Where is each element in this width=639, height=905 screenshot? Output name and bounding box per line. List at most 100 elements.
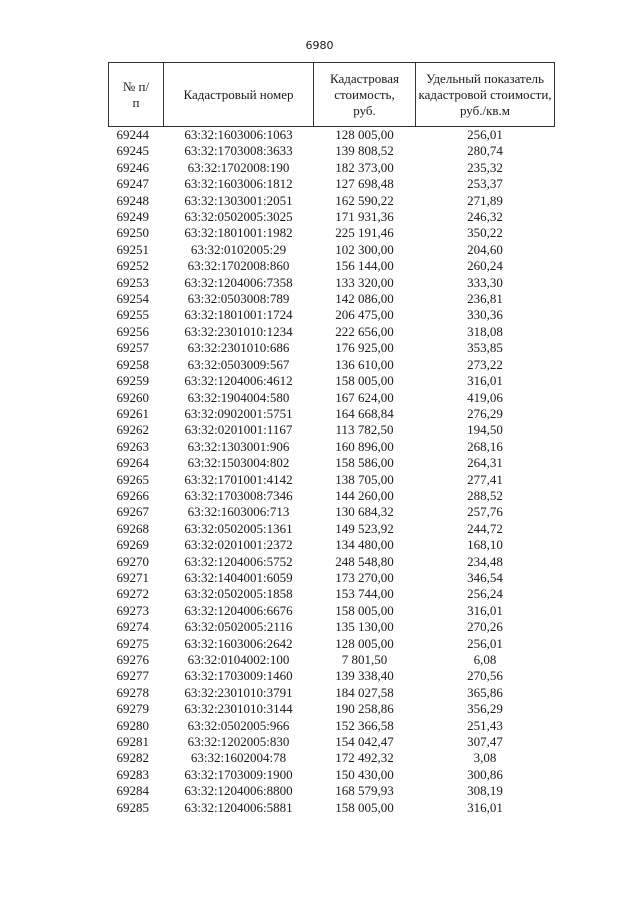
unit-value: 318,08 [467,323,503,339]
cadastral-number: 63:32:1603006:1063 [184,127,293,142]
row-index: 69275 [116,635,150,651]
table-row: 69261 63:32:0902001:5751 164 668,84 276,29 [109,406,555,422]
cadastral-number: 63:32:1801001:1724 [184,307,293,323]
table-row: 69244 63:32:1603006:1063 128 005,00 256,01 [109,127,555,144]
header-unit-value: Удельный показатель кадастровой стоимост… [415,62,555,127]
row-index: 69278 [116,684,150,700]
cadastral-number: 63:32:1703009:1460 [184,668,293,684]
cadastral-value: 182 373,00 [335,159,394,175]
unit-value: 330,36 [467,307,503,323]
table-row: 69256 63:32:2301010:1234 222 656,00 318,08 [109,324,555,340]
unit-value: 273,22 [467,356,503,372]
table-row: 69269 63:32:0201001:2372 134 480,00 168,10 [109,537,555,553]
table-row: 69282 63:32:1602004:78 172 492,32 3,08 [109,750,555,766]
unit-value: 168,10 [467,537,503,553]
unit-value: 256,01 [467,635,503,651]
unit-value: 308,19 [467,783,503,799]
cadastral-value: 176 925,00 [335,340,394,356]
table-row: 69273 63:32:1204006:6676 158 005,00 316,01 [109,603,555,619]
table-body: 69244 63:32:1603006:1063 128 005,00 256,01 6… [109,127,555,817]
row-index: 69251 [116,241,150,257]
cadastral-value: 102 300,00 [335,241,394,257]
cadastral-number: 63:32:1404001:6059 [184,569,293,585]
cadastral-value: 206 475,00 [335,307,394,323]
cadastral-number: 63:32:1602004:78 [190,750,287,766]
cadastral-value: 172 492,32 [335,750,394,766]
cadastral-number: 63:32:0502005:3025 [184,209,293,225]
row-index: 69282 [116,750,150,766]
table-row: 69278 63:32:2301010:3791 184 027,58 365,86 [109,685,555,701]
unit-value: 260,24 [467,258,503,274]
cadastral-number: 63:32:0503009:567 [187,356,290,372]
unit-value: 236,81 [467,291,503,307]
table-row: 69274 63:32:0502005:2116 135 130,00 270,26 [109,619,555,635]
row-index: 69262 [116,422,150,438]
header-cadastral-number: Кадастровый номер [163,62,314,127]
table-row: 69275 63:32:1603006:2642 128 005,00 256,01 [109,636,555,652]
cadastral-value: 248 548,80 [335,553,394,569]
row-index: 69261 [116,405,150,421]
table-row: 69284 63:32:1204006:8800 168 579,93 308,19 [109,783,555,799]
cadastral-number: 63:32:1702008:860 [187,258,290,274]
unit-value: 264,31 [467,455,503,471]
cadastral-number: 63:32:0502005:1858 [184,586,293,602]
unit-value: 251,43 [467,717,503,733]
cadastral-value: 158 005,00 [335,799,394,815]
row-index: 69276 [116,652,150,667]
unit-value: 204,60 [467,241,503,257]
row-index: 69257 [116,340,150,356]
cadastral-value: 135 130,00 [335,619,394,635]
table-row: 69272 63:32:0502005:1858 153 744,00 256,24 [109,586,555,602]
cadastral-value: 225 191,46 [335,225,394,241]
table-row: 69248 63:32:1303001:2051 162 590,22 271,89 [109,193,555,209]
unit-value: 346,54 [467,569,503,585]
table-header: № п/п Кадастровый номер Кадастровая стои… [108,62,555,127]
table-row: 69258 63:32:0503009:567 136 610,00 273,22 [109,357,555,373]
cadastral-value: 158 005,00 [335,602,394,618]
unit-value: 276,29 [467,405,503,421]
row-index: 69283 [116,766,150,782]
cadastral-number: 63:32:2301010:686 [187,340,290,356]
table-row: 69250 63:32:1801001:1982 225 191,46 350,22 [109,225,555,241]
unit-value: 235,32 [467,159,503,175]
table-row: 69271 63:32:1404001:6059 173 270,00 346,54 [109,570,555,586]
header-cadastral-value: Кадастровая стоимость, руб. [313,62,416,127]
row-index: 69249 [116,209,150,225]
cadastral-number: 63:32:0502005:2116 [184,619,293,635]
cadastral-value: 160 896,00 [335,438,394,454]
cadastral-number: 63:32:1702008:190 [187,159,290,175]
cadastral-number: 63:32:1204006:6676 [184,602,293,618]
row-index: 69269 [116,537,150,553]
row-index: 69280 [116,717,150,733]
unit-value: 316,01 [467,373,503,389]
unit-value: 6,08 [473,652,497,667]
unit-value: 271,89 [467,192,503,208]
row-index: 69273 [116,602,150,618]
unit-value: 333,30 [467,274,503,290]
table-row: 69255 63:32:1801001:1724 206 475,00 330,36 [109,307,555,323]
row-index: 69271 [116,569,150,585]
unit-value: 277,41 [467,471,503,487]
cadastral-number: 63:32:1202005:830 [187,734,290,750]
cadastral-number: 63:32:1703009:1900 [184,766,293,782]
cadastral-value: 138 705,00 [335,471,394,487]
cadastral-number: 63:32:1503004:802 [187,455,290,471]
row-index: 69258 [116,356,150,372]
unit-value: 356,29 [467,701,503,717]
cadastral-value: 184 027,58 [335,684,394,700]
row-index: 69270 [116,553,150,569]
unit-value: 257,76 [467,504,503,520]
row-index: 69252 [116,258,150,274]
unit-value: 194,50 [467,422,503,438]
cadastral-number: 63:32:1603006:2642 [184,635,293,651]
unit-value: 365,86 [467,684,503,700]
table-row: 69270 63:32:1204006:5752 248 548,80 234,48 [109,554,555,570]
cadastral-value: 7 801,50 [341,652,388,667]
unit-value: 244,72 [467,520,503,536]
cadastral-number: 63:32:1303001:2051 [184,192,293,208]
row-index: 69244 [116,127,150,142]
row-index: 69267 [116,504,150,520]
cadastral-value: 158 586,00 [335,455,394,471]
row-index: 69266 [116,487,150,503]
unit-value: 268,16 [467,438,503,454]
